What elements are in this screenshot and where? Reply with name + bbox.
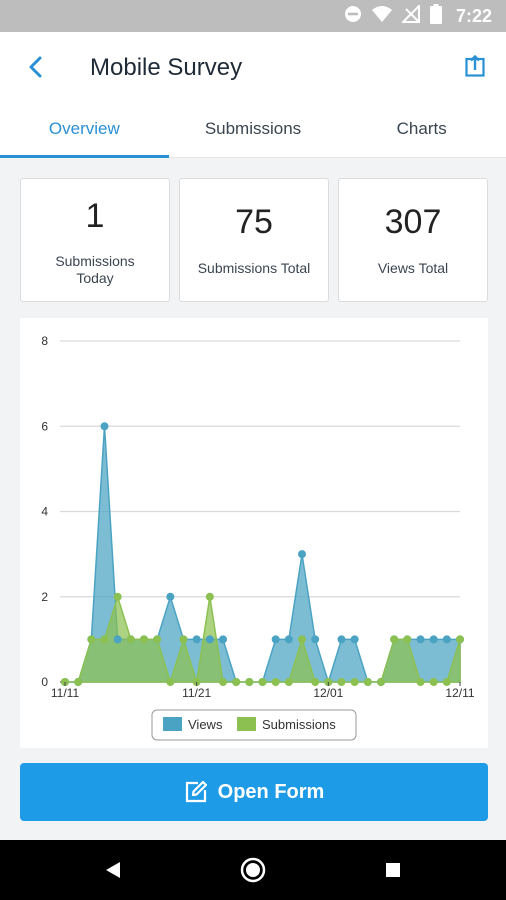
wifi-icon xyxy=(371,5,392,28)
tab-bar: Overview Submissions Charts xyxy=(0,104,506,158)
stat-card-views-total: 307 Views Total xyxy=(338,178,488,302)
data-point-views xyxy=(192,635,201,644)
data-point-submissions xyxy=(205,592,214,601)
status-time: 7:22 xyxy=(455,5,492,26)
data-point-submissions xyxy=(87,635,96,644)
legend-swatch-submissions xyxy=(237,717,256,731)
nav-back-button[interactable] xyxy=(97,854,129,886)
data-point-submissions xyxy=(284,678,293,686)
data-point-submissions xyxy=(245,678,254,686)
data-point-submissions xyxy=(390,635,399,644)
y-tick-label: 0 xyxy=(41,675,48,689)
stat-label: Submissions Today xyxy=(21,253,169,287)
stat-card-submissions-total: 75 Submissions Total xyxy=(179,178,329,302)
tab-overview[interactable]: Overview xyxy=(0,104,169,158)
page-title: Mobile Survey xyxy=(90,54,243,81)
status-icons: 7:22 xyxy=(344,0,492,32)
share-upload-icon xyxy=(465,55,485,77)
activity-chart: 0 2 4 6 8 11/11 11/21 12/01 12/11 Views Submission… xyxy=(20,318,488,748)
legend-label-submissions: Submissions xyxy=(262,717,336,732)
data-point-submissions xyxy=(258,678,267,686)
open-form-button[interactable]: Open Form xyxy=(20,763,488,821)
stat-value: 1 xyxy=(85,197,105,235)
nav-home-button[interactable] xyxy=(237,854,269,886)
legend-label-views: Views xyxy=(188,717,223,732)
data-point-views xyxy=(271,635,280,644)
y-tick-label: 2 xyxy=(41,590,48,604)
data-point-views xyxy=(166,592,175,601)
data-point-submissions xyxy=(153,635,162,644)
stats-row: 1 Submissions Today 75 Submissions Total… xyxy=(20,178,488,302)
stat-label: Views Total xyxy=(377,260,449,276)
y-tick-label: 6 xyxy=(41,419,48,433)
stat-label-line: Submissions xyxy=(55,253,135,269)
data-point-views xyxy=(219,635,227,644)
data-point-views xyxy=(442,635,451,644)
app-bar: Mobile Survey xyxy=(0,32,506,104)
data-point-submissions xyxy=(416,678,425,686)
stat-label: Submissions Total xyxy=(197,260,311,276)
data-point-submissions xyxy=(377,678,385,686)
data-point-views xyxy=(416,635,425,644)
data-point-views xyxy=(298,550,306,559)
activity-chart-svg: 0 2 4 6 8 11/11 11/21 12/01 12/11 Views Submission… xyxy=(41,334,475,741)
data-point-views xyxy=(350,635,359,644)
chevron-left-icon xyxy=(29,56,42,78)
data-point-submissions xyxy=(140,635,148,644)
x-tick-label: 12/01 xyxy=(313,686,343,700)
x-tick-label: 12/11 xyxy=(445,686,474,700)
data-point-submissions xyxy=(219,678,227,686)
data-point-submissions xyxy=(442,678,451,686)
recents-square-icon xyxy=(386,863,400,877)
y-tick-label: 4 xyxy=(41,505,48,519)
data-point-submissions xyxy=(271,678,280,686)
tab-submissions[interactable]: Submissions xyxy=(204,119,302,138)
data-point-submissions xyxy=(179,635,188,644)
stat-value: 307 xyxy=(384,203,442,241)
stat-label-line: Today xyxy=(76,270,114,286)
data-point-views xyxy=(205,635,214,644)
tab-charts[interactable]: Charts xyxy=(396,119,447,138)
data-point-views xyxy=(100,422,109,431)
data-point-submissions xyxy=(403,635,412,644)
back-button[interactable] xyxy=(20,52,50,82)
data-point-submissions xyxy=(113,592,122,601)
back-triangle-icon xyxy=(106,862,120,878)
data-point-submissions xyxy=(429,678,438,686)
y-tick-label: 8 xyxy=(41,334,48,348)
open-form-label: Open Form xyxy=(217,780,325,803)
stat-value: 75 xyxy=(235,203,273,241)
data-point-views xyxy=(337,635,346,644)
data-point-submissions xyxy=(74,678,83,686)
data-point-submissions xyxy=(166,678,175,686)
series-area-submissions xyxy=(65,594,461,685)
data-point-views xyxy=(113,635,122,644)
data-point-submissions xyxy=(100,635,109,644)
status-bar: 7:22 xyxy=(0,0,506,32)
data-point-submissions xyxy=(298,635,306,644)
legend-swatch-views xyxy=(163,717,182,731)
home-circle-icon xyxy=(240,857,266,883)
share-button[interactable] xyxy=(462,52,488,80)
x-tick-label: 11/11 xyxy=(51,686,80,700)
no-signal-icon xyxy=(400,3,420,28)
data-point-views xyxy=(429,635,438,644)
do-not-disturb-icon xyxy=(344,5,362,28)
battery-icon xyxy=(429,3,442,29)
stat-card-submissions-today: 1 Submissions Today xyxy=(20,178,170,302)
data-point-views xyxy=(311,635,320,644)
data-point-submissions xyxy=(232,678,241,686)
data-point-submissions xyxy=(456,635,464,644)
data-point-views xyxy=(284,635,293,644)
data-point-submissions xyxy=(337,678,346,686)
x-tick-label: 11/21 xyxy=(182,686,211,700)
nav-recents-button[interactable] xyxy=(377,854,409,886)
data-point-submissions xyxy=(350,678,359,686)
data-point-submissions xyxy=(311,678,320,686)
system-nav-bar xyxy=(0,840,506,900)
data-point-submissions xyxy=(363,678,372,686)
edit-icon xyxy=(185,780,207,803)
data-point-submissions xyxy=(126,635,135,644)
